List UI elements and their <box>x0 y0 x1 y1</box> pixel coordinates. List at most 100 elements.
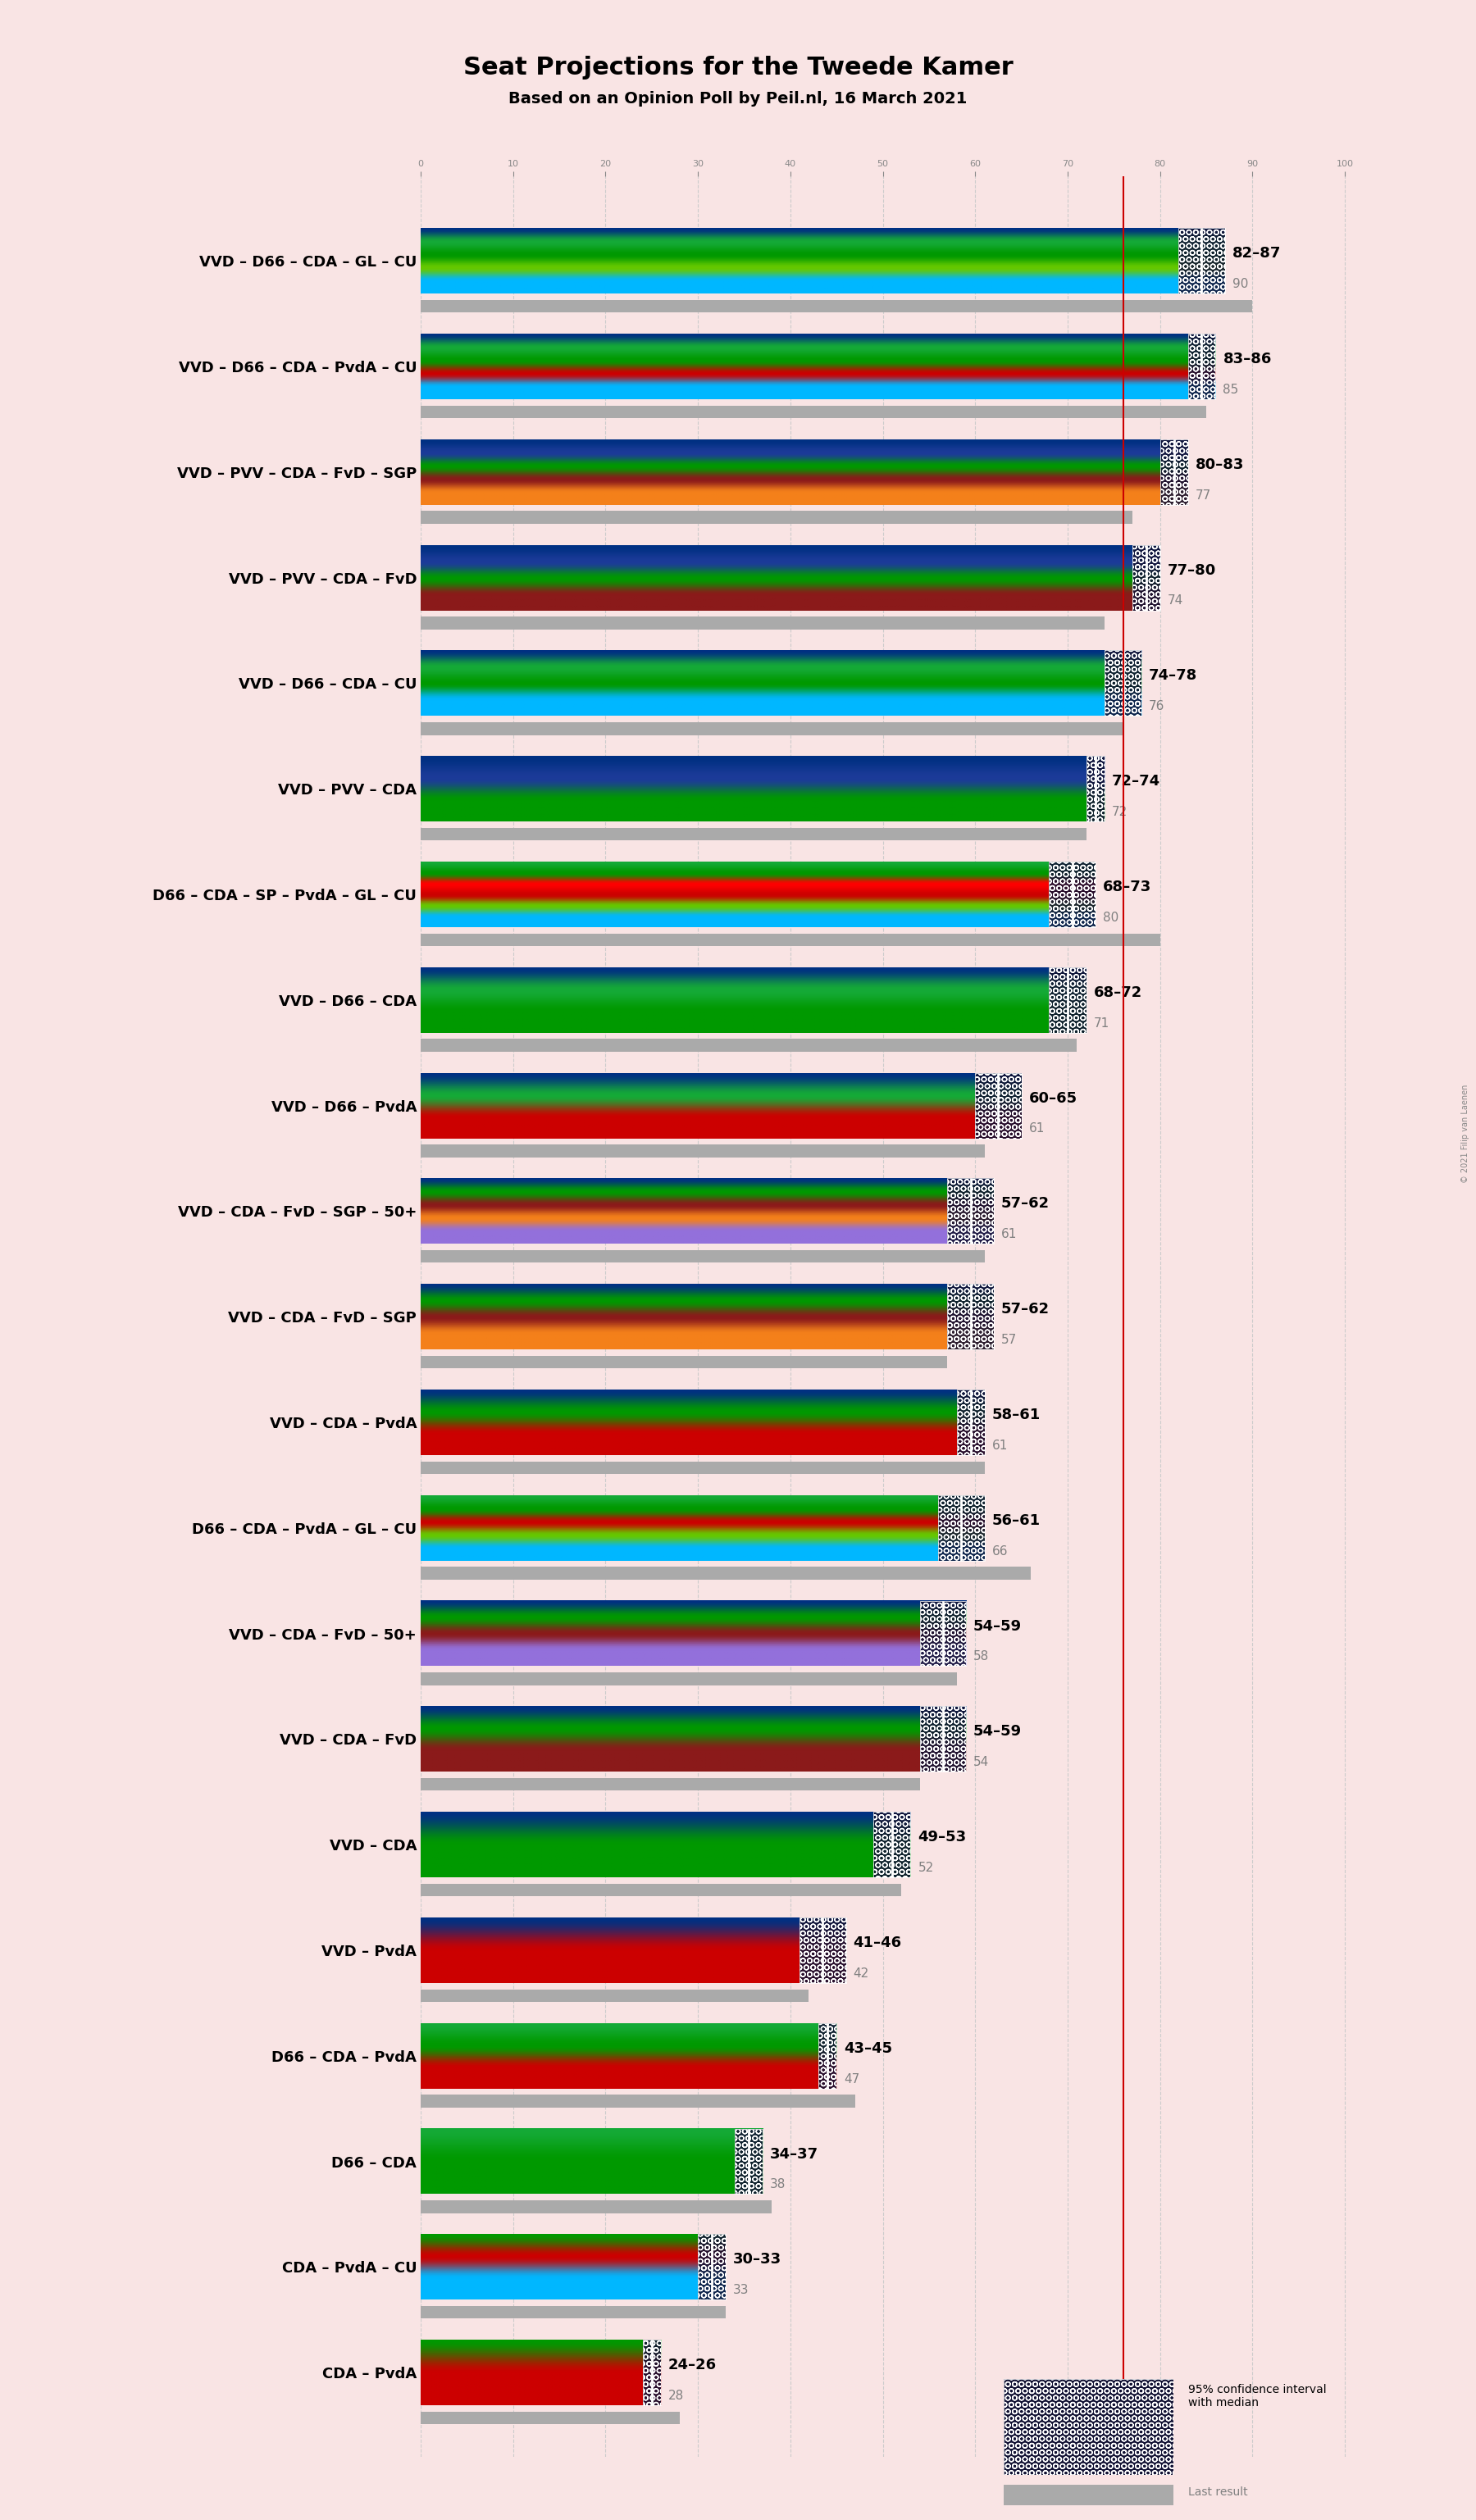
Text: 43–45: 43–45 <box>844 2041 893 2056</box>
Text: 54–59: 54–59 <box>973 1618 1021 1633</box>
Bar <box>421 2412 679 2424</box>
Bar <box>1160 438 1188 504</box>
Bar <box>1178 229 1225 295</box>
Text: 42: 42 <box>853 1968 869 1981</box>
Text: 24–26: 24–26 <box>669 2359 717 2371</box>
Text: 60–65: 60–65 <box>1029 1091 1077 1106</box>
Bar <box>939 1494 984 1560</box>
Bar <box>421 1882 902 1898</box>
Text: 74: 74 <box>1168 595 1184 607</box>
Bar <box>920 1600 965 1666</box>
Text: 95% confidence interval
with median: 95% confidence interval with median <box>1188 2384 1327 2409</box>
Bar <box>421 1038 1077 1051</box>
Text: 90: 90 <box>1232 277 1249 290</box>
Bar <box>1160 438 1188 504</box>
Text: 54: 54 <box>973 1756 989 1769</box>
Bar <box>421 2306 726 2318</box>
Bar <box>1049 968 1086 1033</box>
Bar <box>1188 333 1216 398</box>
Bar <box>421 617 1104 630</box>
Bar <box>421 512 1132 524</box>
Bar <box>920 1706 965 1772</box>
Text: 30–33: 30–33 <box>734 2253 782 2268</box>
Bar <box>642 2339 661 2404</box>
Bar <box>421 1356 948 1368</box>
Text: Based on an Opinion Poll by Peil.nl, 16 March 2021: Based on an Opinion Poll by Peil.nl, 16 … <box>509 91 967 106</box>
Bar <box>1086 756 1104 822</box>
Bar <box>421 1144 984 1157</box>
Bar <box>976 1074 1021 1139</box>
Bar <box>874 1812 911 1877</box>
Bar <box>735 2129 763 2195</box>
Text: 77: 77 <box>1196 489 1210 501</box>
Bar <box>1049 862 1095 927</box>
Bar <box>421 1462 984 1474</box>
Text: 54–59: 54–59 <box>973 1724 1021 1739</box>
Bar <box>421 1567 1030 1580</box>
Bar <box>1086 756 1104 822</box>
Text: 56–61: 56–61 <box>992 1512 1041 1527</box>
Bar <box>1049 862 1095 927</box>
Text: 57–62: 57–62 <box>1001 1197 1049 1212</box>
Bar <box>976 1074 1021 1139</box>
Text: 61: 61 <box>1029 1121 1045 1134</box>
Bar <box>1104 650 1141 716</box>
Bar <box>1049 968 1086 1033</box>
Text: 82–87: 82–87 <box>1232 247 1281 262</box>
Text: 41–46: 41–46 <box>853 1935 902 1950</box>
Bar <box>421 2094 855 2107</box>
Text: 52: 52 <box>918 1862 934 1875</box>
Bar <box>948 1179 993 1245</box>
Bar <box>1132 544 1160 610</box>
Text: 61: 61 <box>992 1439 1008 1452</box>
Text: 61: 61 <box>1001 1227 1017 1240</box>
Text: 66: 66 <box>992 1545 1008 1557</box>
Bar <box>421 723 1123 736</box>
Text: 80: 80 <box>1103 912 1119 925</box>
Bar <box>421 829 1086 842</box>
Text: 85: 85 <box>1224 383 1238 396</box>
Bar <box>800 1918 846 1983</box>
Text: 58: 58 <box>973 1651 989 1663</box>
Bar <box>920 1600 965 1666</box>
Text: Seat Projections for the Tweede Kamer: Seat Projections for the Tweede Kamer <box>463 55 1013 78</box>
Bar <box>642 2339 661 2404</box>
Text: 47: 47 <box>844 2074 861 2084</box>
Bar <box>421 1673 956 1686</box>
Text: 49–53: 49–53 <box>918 1830 967 1845</box>
Bar <box>735 2129 763 2195</box>
Text: 80–83: 80–83 <box>1196 456 1244 471</box>
Bar <box>421 300 1253 312</box>
Text: 34–37: 34–37 <box>770 2147 819 2162</box>
Text: 57: 57 <box>1001 1333 1017 1346</box>
Bar <box>874 1812 911 1877</box>
Bar <box>948 1285 993 1348</box>
Bar <box>920 1706 965 1772</box>
Bar <box>956 1389 984 1454</box>
Bar <box>956 1389 984 1454</box>
Bar <box>1178 229 1225 295</box>
Bar <box>421 406 1206 418</box>
Bar <box>1132 544 1160 610</box>
Bar <box>698 2235 726 2301</box>
Bar <box>818 2024 837 2089</box>
Bar <box>818 2024 837 2089</box>
Bar <box>421 932 1160 945</box>
Text: 72: 72 <box>1111 806 1128 819</box>
Bar <box>948 1285 993 1348</box>
Bar <box>948 1179 993 1245</box>
Text: 83–86: 83–86 <box>1224 353 1272 365</box>
Bar <box>421 1988 809 2001</box>
Bar <box>421 1779 920 1792</box>
Bar <box>421 1250 984 1263</box>
Text: 71: 71 <box>1094 1018 1110 1028</box>
Text: 68–72: 68–72 <box>1094 985 1142 1000</box>
Text: 57–62: 57–62 <box>1001 1303 1049 1315</box>
Text: 77–80: 77–80 <box>1168 562 1216 577</box>
Bar <box>1104 650 1141 716</box>
Bar <box>800 1918 846 1983</box>
Text: © 2021 Filip van Laenen: © 2021 Filip van Laenen <box>1461 1084 1470 1184</box>
Text: 58–61: 58–61 <box>992 1409 1041 1421</box>
Bar <box>421 2200 772 2213</box>
Text: 28: 28 <box>669 2389 685 2402</box>
